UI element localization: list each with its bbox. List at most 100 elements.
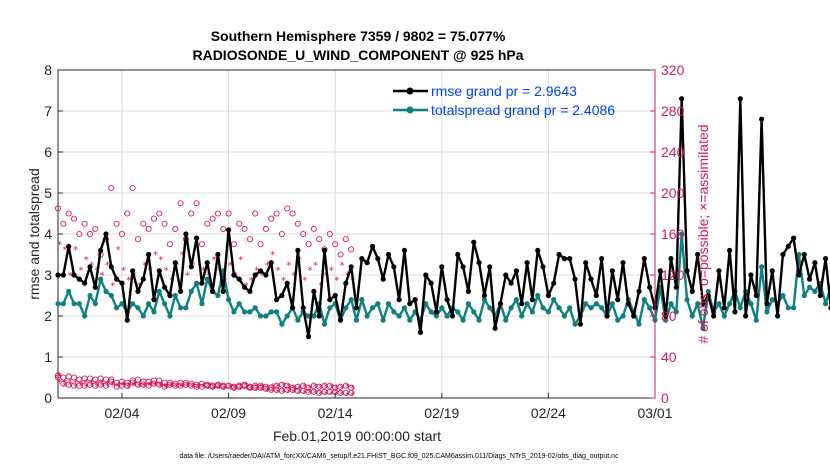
obs-assimilated-marker: * bbox=[302, 276, 307, 287]
obs-assimilated-marker: * bbox=[270, 382, 275, 393]
rmse-series-point bbox=[567, 256, 573, 262]
obs-assimilated-marker: * bbox=[78, 379, 83, 390]
y-right-tick-label: 200 bbox=[661, 185, 685, 201]
obs-possible-marker bbox=[92, 225, 99, 232]
rmse-series-point bbox=[572, 276, 578, 282]
obs-possible-marker bbox=[289, 210, 296, 217]
rmse-series-point bbox=[241, 284, 248, 290]
spread-series-point bbox=[556, 305, 562, 311]
spread-series-point bbox=[268, 309, 274, 315]
obs-assimilated-marker: * bbox=[164, 383, 169, 394]
obs-assimilated-marker: * bbox=[153, 380, 158, 391]
spread-series-point bbox=[529, 309, 536, 315]
rmse-series-point bbox=[348, 264, 354, 270]
rmse-series-point bbox=[300, 305, 306, 311]
y-left-axis-label: rmse and totalspread bbox=[26, 168, 42, 300]
rmse-series-point bbox=[743, 313, 749, 319]
obs-assimilated-marker: * bbox=[84, 382, 89, 393]
obs-possible-marker bbox=[193, 200, 200, 207]
rmse-series-point bbox=[151, 297, 157, 303]
obs-assimilated-marker: * bbox=[121, 380, 126, 391]
obs-possible-marker bbox=[316, 236, 323, 243]
rmse-series-point bbox=[66, 243, 72, 249]
obs-possible-marker bbox=[342, 236, 349, 243]
spread-series-point bbox=[193, 280, 200, 286]
rmse-series-point bbox=[716, 268, 722, 274]
spread-series-point bbox=[369, 305, 376, 311]
obs-assimilated-marker: * bbox=[201, 265, 206, 276]
x-tick-label: 02/09 bbox=[211, 405, 246, 421]
spread-series-point bbox=[428, 309, 434, 315]
obs-assimilated-marker: * bbox=[169, 382, 174, 393]
spread-series-point bbox=[561, 313, 567, 319]
obs-assimilated-marker: * bbox=[126, 276, 131, 287]
spread-series-point bbox=[583, 301, 589, 307]
y-right-tick-label: 160 bbox=[661, 226, 685, 242]
spread-series-point bbox=[764, 309, 770, 315]
obs-assimilated-marker: * bbox=[73, 382, 78, 393]
spread-series-point bbox=[759, 264, 765, 270]
obs-assimilated-marker: * bbox=[350, 383, 355, 394]
spread-series-point bbox=[663, 317, 669, 323]
obs-assimilated-marker: * bbox=[132, 381, 137, 392]
spread-series-point bbox=[236, 301, 242, 307]
rmse-series-point bbox=[316, 313, 322, 319]
obs-assimilated-marker: * bbox=[73, 378, 78, 389]
x-axis-ticks: 02/04 02/09 02/14 02/19 02/24 03/01 bbox=[104, 393, 673, 421]
rmse-series-point bbox=[423, 272, 429, 278]
rmse-series-point bbox=[359, 256, 365, 262]
obs-possible-marker bbox=[273, 210, 280, 217]
data-series bbox=[55, 96, 830, 340]
obs-assimilated-marker: * bbox=[334, 383, 339, 394]
rmse-series-point bbox=[753, 292, 759, 299]
rmse-series-point bbox=[268, 260, 274, 266]
obs-assimilated-marker: * bbox=[180, 382, 185, 393]
obs-assimilated-marker: * bbox=[313, 382, 318, 393]
rmse-series-point bbox=[391, 264, 397, 270]
obs-assimilated-marker: * bbox=[190, 382, 195, 393]
rmse-series-point bbox=[513, 268, 520, 274]
spread-series-point bbox=[199, 301, 205, 307]
obs-assimilated-marker: * bbox=[100, 381, 105, 392]
obs-assimilated-marker: * bbox=[260, 382, 265, 393]
rmse-series-point bbox=[673, 284, 679, 290]
obs-assimilated-marker: * bbox=[190, 382, 195, 393]
obs-possible-marker bbox=[257, 241, 264, 248]
obs-assimilated-marker: * bbox=[121, 265, 126, 276]
obs-assimilated-marker: * bbox=[84, 378, 89, 389]
obs-possible-marker bbox=[188, 210, 195, 217]
spread-series-point bbox=[444, 313, 450, 319]
obs-assimilated-marker: * bbox=[217, 383, 222, 394]
rmse-series-point bbox=[551, 280, 557, 286]
obs-possible-marker bbox=[118, 230, 126, 238]
obs-possible-marker bbox=[337, 251, 344, 258]
rmse-series-point bbox=[689, 288, 695, 294]
spread-series-point bbox=[401, 305, 408, 311]
spread-series-point bbox=[753, 317, 759, 323]
spread-series-point bbox=[812, 288, 818, 294]
rmse-series-point bbox=[449, 313, 456, 319]
rmse-series-point bbox=[162, 284, 168, 290]
spread-series-point bbox=[247, 309, 253, 315]
spread-series-point bbox=[183, 305, 189, 311]
obs-assimilated-marker: * bbox=[201, 382, 206, 393]
rmse-series-point bbox=[737, 96, 743, 102]
spread-series-point bbox=[146, 301, 152, 307]
rmse-series-point bbox=[817, 292, 823, 299]
legend: rmse grand pr = 2.9643 totalspread grand… bbox=[393, 83, 615, 118]
rmse-series-point bbox=[604, 313, 610, 319]
obs-possible-marker bbox=[65, 210, 72, 217]
legend-spread-marker bbox=[406, 106, 414, 114]
spread-series-point bbox=[391, 309, 397, 315]
obs-assimilated-marker: * bbox=[57, 378, 62, 389]
spread-series-point bbox=[796, 251, 802, 258]
rmse-series-point bbox=[625, 301, 631, 307]
rmse-series-point bbox=[146, 251, 152, 258]
obs-assimilated-marker: * bbox=[318, 383, 323, 394]
rmse-series-point bbox=[231, 272, 237, 278]
obs-assimilated-marker: * bbox=[228, 384, 233, 395]
spread-series-point bbox=[471, 309, 477, 315]
spread-series-point bbox=[252, 305, 258, 311]
obs-possible-marker bbox=[177, 200, 184, 207]
